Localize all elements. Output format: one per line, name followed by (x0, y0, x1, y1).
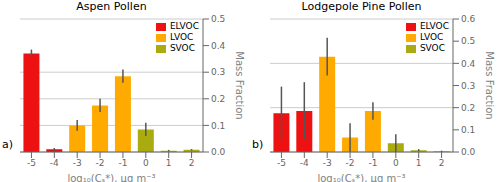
svg-text:-3: -3 (323, 158, 332, 168)
svg-text:-5: -5 (277, 158, 286, 168)
svg-text:0.4: 0.4 (211, 41, 226, 51)
svg-text:0.5: 0.5 (211, 14, 225, 24)
html-text:SVOC: SVOC (169, 43, 195, 53)
svg-text:-2: -2 (346, 158, 355, 168)
svg-text:0.0: 0.0 (211, 147, 226, 157)
svg-text:-2: -2 (96, 158, 105, 168)
svg-text:log₁₀(Cₛ*), μg m⁻³: log₁₀(Cₛ*), μg m⁻³ (67, 173, 155, 182)
svg-text:-4: -4 (50, 158, 59, 168)
html-text:ELVOC: ELVOC (419, 21, 449, 31)
svg-text:2: 2 (189, 158, 195, 168)
svg-text:-1: -1 (368, 158, 377, 168)
html-text:Lodgepole Pine Pollen: Lodgepole Pine Pollen (301, 0, 422, 13)
svg-text:Mass Fraction: Mass Fraction (234, 51, 245, 119)
html-text:LVOC: LVOC (419, 32, 444, 42)
svg-text:-3: -3 (73, 158, 82, 168)
svg-text:log₁₀(Cₛ*), μg m⁻³: log₁₀(Cₛ*), μg m⁻³ (317, 173, 405, 182)
svg-text:-4: -4 (300, 158, 309, 168)
svg-text:0.4: 0.4 (461, 59, 476, 69)
svg-text:0.2: 0.2 (461, 103, 475, 113)
svg-text:0.3: 0.3 (461, 81, 475, 91)
html-text:Aspen Pollen: Aspen Pollen (76, 0, 147, 13)
html-text:SVOC: SVOC (419, 43, 445, 53)
svg-text:0: 0 (143, 158, 149, 168)
svg-text:1: 1 (416, 158, 422, 168)
svg-text:0.2: 0.2 (211, 94, 225, 104)
html-text:ELVOC: ELVOC (169, 21, 199, 31)
svg-text:0.1: 0.1 (211, 121, 225, 131)
svg-text:0.5: 0.5 (461, 36, 475, 46)
svg-text:0.1: 0.1 (461, 125, 475, 135)
svg-text:0.0: 0.0 (461, 147, 476, 157)
html-text:a): a) (2, 138, 13, 151)
svg-text:-1: -1 (118, 158, 127, 168)
html-text:LVOC: LVOC (169, 32, 194, 42)
html-text:b): b) (252, 138, 264, 151)
svg-text:1: 1 (166, 158, 172, 168)
svg-text:0.3: 0.3 (211, 67, 225, 77)
svg-text:2: 2 (439, 158, 445, 168)
svg-text:0.6: 0.6 (461, 14, 476, 24)
svg-text:Mass Fraction: Mass Fraction (484, 51, 492, 119)
svg-text:-5: -5 (27, 158, 36, 168)
svg-text:0: 0 (393, 158, 399, 168)
